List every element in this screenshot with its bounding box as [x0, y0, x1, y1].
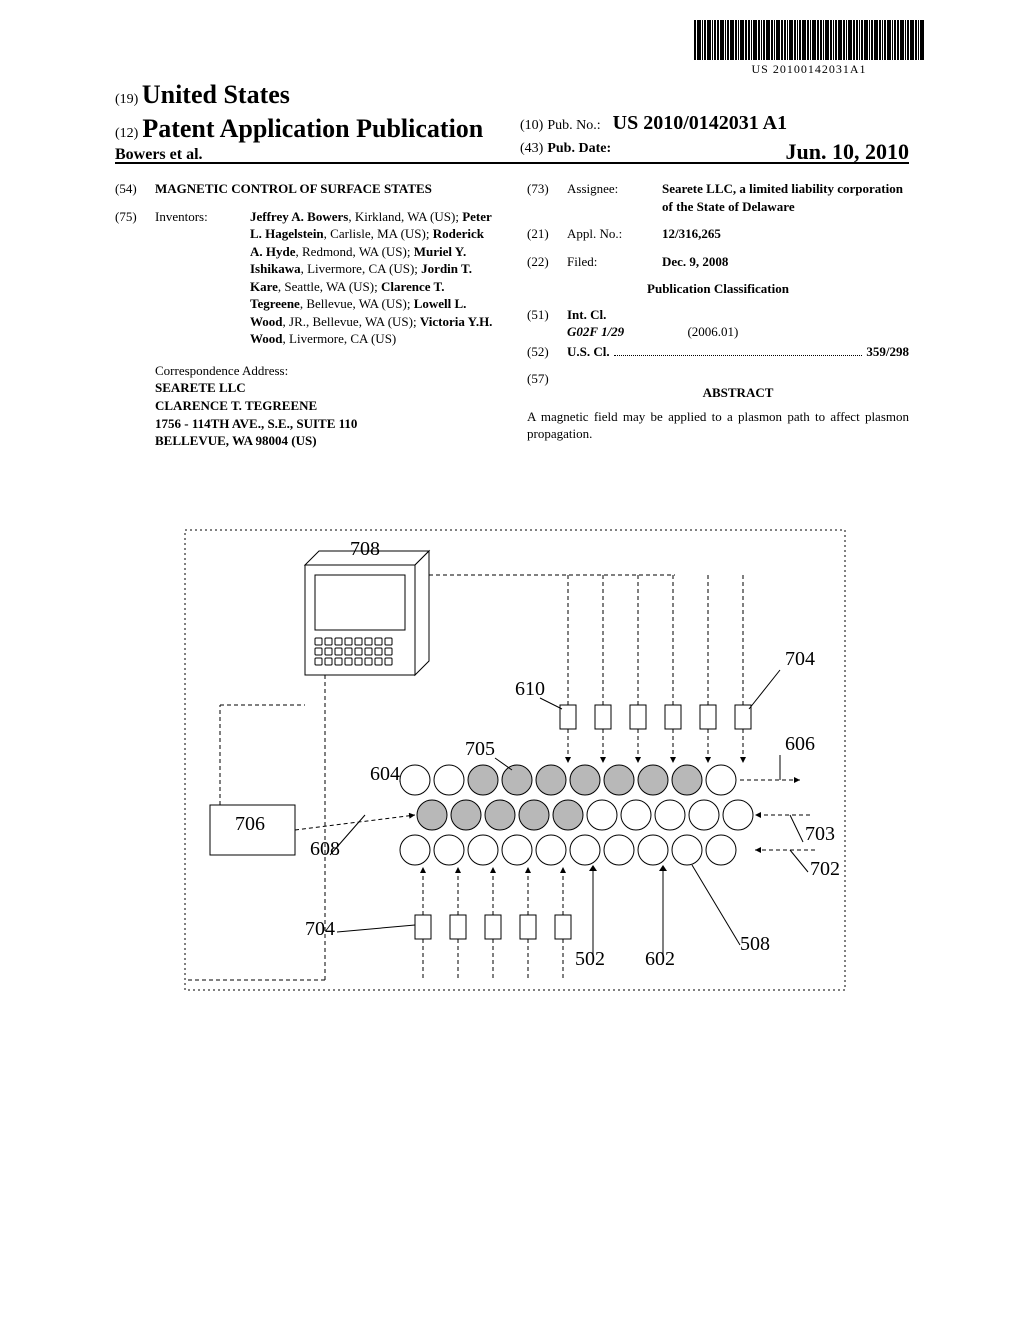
svg-text:703: 703 [805, 823, 835, 845]
barcode-region: US 20100142031A1 [694, 20, 924, 77]
pubno-label: Pub. No.: [547, 118, 600, 133]
svg-text:604: 604 [370, 763, 400, 785]
filed-label: Filed: [567, 253, 662, 271]
intcl-label: Int. Cl. [567, 306, 909, 324]
applno-value: 12/316,265 [662, 225, 909, 243]
svg-text:502: 502 [575, 948, 605, 970]
pubno-code: (10) [520, 118, 543, 133]
header-divider [115, 162, 909, 164]
intcl-date: (2006.01) [687, 324, 738, 339]
abstract-code: (57) [527, 370, 567, 402]
pub-type: Patent Application Publication [142, 114, 483, 143]
pub-code: (12) [115, 126, 138, 141]
svg-text:606: 606 [785, 733, 815, 755]
assignee-value: Searete LLC, a limited liability corpora… [662, 180, 909, 215]
uscl-dots [614, 355, 863, 356]
svg-text:705: 705 [465, 738, 495, 760]
inventors-code: (75) [115, 208, 155, 348]
title-code: (54) [115, 180, 155, 198]
svg-text:706: 706 [235, 813, 265, 835]
svg-text:602: 602 [645, 948, 675, 970]
intcl-class: G02F 1/29 [567, 324, 624, 339]
inventors-label: Inventors: [155, 208, 250, 348]
svg-text:610: 610 [515, 678, 545, 700]
invention-title: MAGNETIC CONTROL OF SURFACE STATES [155, 180, 497, 198]
patent-figure: 502 508 602 604 606 608 610 702 703 705 706 708 704 7… [115, 520, 910, 1000]
correspondence-body: SEARETE LLCCLARENCE T. TEGREENE1756 - 11… [155, 379, 497, 449]
svg-text:704: 704 [305, 918, 335, 940]
abstract-heading: ABSTRACT [567, 384, 909, 402]
pubdate-label: Pub. Date: [547, 141, 611, 156]
barcode-text: US 20100142031A1 [694, 62, 924, 77]
filed-code: (22) [527, 253, 567, 271]
uscl-code: (52) [527, 343, 567, 361]
uscl-label: U.S. Cl. [567, 343, 610, 361]
header-right: (10) Pub. No.: US 2010/0142031 A1 (43) P… [520, 80, 909, 165]
barcode-graphic [694, 20, 924, 60]
pubdate-code: (43) [520, 141, 543, 156]
inventors-list: Jeffrey A. Bowers, Kirkland, WA (US); Pe… [250, 208, 497, 348]
uscl-value: 359/298 [866, 343, 909, 361]
abstract-text: A magnetic field may be applied to a pla… [527, 408, 909, 443]
applno-code: (21) [527, 225, 567, 243]
svg-text:608: 608 [310, 838, 340, 860]
filed-value: Dec. 9, 2008 [662, 253, 909, 271]
left-column: (54) MAGNETIC CONTROL OF SURFACE STATES … [115, 180, 497, 450]
svg-text:704: 704 [785, 648, 815, 670]
right-column: (73) Assignee: Searete LLC, a limited li… [527, 180, 909, 450]
correspondence-label: Correspondence Address: [155, 362, 497, 380]
svg-text:708: 708 [350, 538, 380, 560]
svg-text:508: 508 [740, 933, 770, 955]
assignee-label: Assignee: [567, 180, 662, 215]
country-code: (19) [115, 92, 138, 107]
classification-heading: Publication Classification [527, 280, 909, 298]
svg-text:702: 702 [810, 858, 840, 880]
pubno-value: US 2010/0142031 A1 [613, 112, 787, 134]
intcl-code: (51) [527, 306, 567, 341]
bibliographic-section: (54) MAGNETIC CONTROL OF SURFACE STATES … [115, 180, 909, 450]
country-name: United States [142, 80, 290, 109]
applno-label: Appl. No.: [567, 225, 662, 243]
assignee-code: (73) [527, 180, 567, 215]
